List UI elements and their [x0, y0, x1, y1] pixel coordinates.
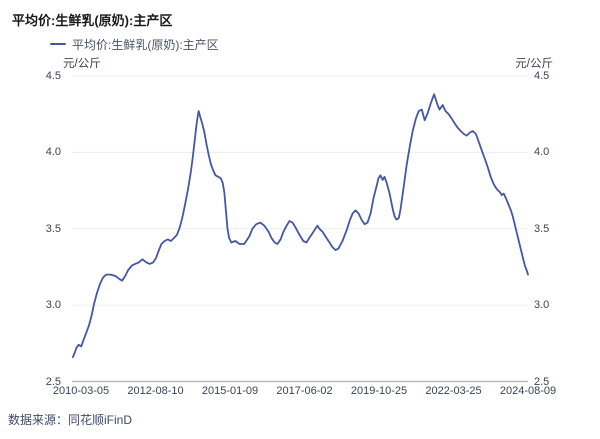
- y-axis-unit-left: 元/公斤: [63, 58, 101, 70]
- y-tick-label-left: 3.5: [45, 222, 61, 235]
- legend-item[interactable]: 平均价:生鲜乳(原奶):主产区: [50, 36, 219, 52]
- y-tick-label-left: 4.0: [45, 146, 61, 159]
- x-tick-label: 2022-03-25: [425, 385, 482, 397]
- legend-label: 平均价:生鲜乳(原奶):主产区: [72, 37, 219, 52]
- y-tick-label-right: 2.5: [534, 375, 550, 388]
- y-tick-label-right: 4.0: [534, 146, 550, 159]
- y-tick-label-right: 4.5: [534, 70, 550, 82]
- y-tick-label-right: 3.0: [534, 299, 550, 312]
- y-axis-unit-right: 元/公斤: [515, 58, 553, 70]
- y-tick-label-left: 3.0: [45, 299, 61, 312]
- y-tick-label-left: 2.5: [45, 375, 61, 388]
- data-source: 数据来源：同花顺iFinD: [8, 413, 133, 427]
- y-tick-label-right: 3.5: [534, 222, 550, 235]
- x-tick-label: 2012-08-10: [127, 385, 184, 397]
- page-title: 平均价:生鲜乳(原奶):主产区: [12, 13, 173, 28]
- x-tick-label: 2019-10-25: [350, 385, 408, 397]
- x-tick-label: 2010-03-05: [52, 385, 110, 397]
- x-tick-label: 2015-01-09: [201, 385, 259, 397]
- y-tick-label-left: 4.5: [45, 70, 61, 82]
- price-line-series: [72, 93, 529, 359]
- legend-line-marker-icon: [50, 42, 66, 46]
- x-tick-label: 2017-06-02: [276, 385, 333, 397]
- x-tick-label: 2024-08-09: [499, 385, 557, 397]
